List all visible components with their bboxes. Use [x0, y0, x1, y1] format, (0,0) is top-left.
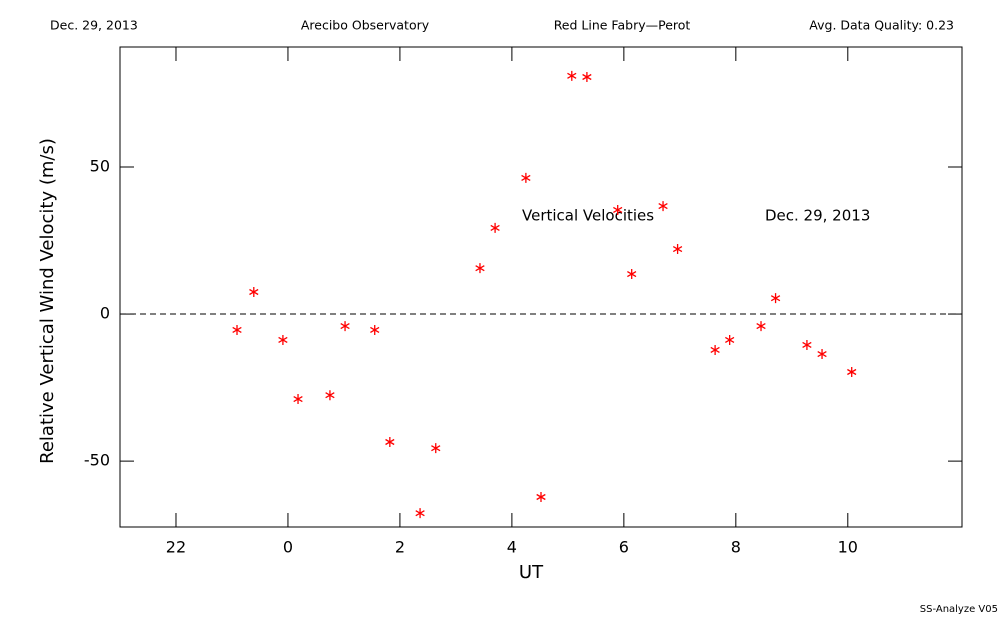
y-tick-label: 0	[100, 304, 110, 323]
x-tick-label: 6	[619, 538, 629, 557]
y-tick-label: -50	[84, 451, 110, 470]
footer: SS-Analyze V05	[920, 604, 998, 615]
asterisk-point	[847, 367, 857, 377]
asterisk-point	[521, 172, 531, 183]
header-site: Arecibo Observatory	[301, 18, 430, 33]
asterisk-point	[232, 324, 242, 335]
asterisk-point	[370, 324, 380, 335]
x-tick-label: 0	[283, 538, 293, 557]
asterisk-point	[431, 443, 441, 454]
asterisk-point	[293, 394, 303, 405]
asterisk-point	[340, 321, 350, 332]
y-tick-label: 50	[90, 157, 110, 176]
asterisk-point	[582, 72, 592, 82]
y-axis-label: Relative Vertical Wind Velocity (m/s)	[37, 138, 58, 464]
asterisk-point	[725, 334, 735, 345]
asterisk-point	[567, 70, 577, 81]
x-tick-label: 2	[395, 538, 405, 557]
x-tick-label: 8	[731, 538, 741, 557]
asterisk-point	[325, 390, 335, 401]
asterisk-point	[627, 269, 637, 280]
asterisk-point	[756, 321, 766, 332]
x-tick-label: 10	[838, 538, 858, 557]
asterisk-point	[672, 244, 683, 255]
x-tick-label: 4	[507, 538, 517, 557]
asterisk-point	[802, 339, 812, 350]
asterisk-point	[613, 204, 623, 215]
asterisk-point	[658, 201, 668, 212]
x-tick-label: 22	[166, 538, 186, 557]
header-instrument: Red Line Fabry—Perot	[554, 18, 691, 33]
header-quality: Avg. Data Quality: 0.23	[809, 18, 954, 33]
header-date: Dec. 29, 2013	[50, 18, 138, 33]
annotation: Vertical Velocities	[522, 207, 654, 225]
asterisk-point	[415, 508, 425, 519]
asterisk-point	[536, 492, 546, 502]
asterisk-point	[475, 263, 485, 274]
asterisk-point	[249, 287, 259, 297]
asterisk-point	[817, 349, 827, 360]
asterisk-point	[490, 222, 500, 233]
plot-frame	[119, 46, 963, 528]
asterisk-point	[710, 344, 720, 355]
x-axis-label: UT	[519, 562, 544, 583]
asterisk-point	[770, 293, 781, 304]
asterisk-point	[278, 334, 288, 345]
annotation: Dec. 29, 2013	[765, 207, 870, 225]
asterisk-point	[385, 437, 395, 447]
